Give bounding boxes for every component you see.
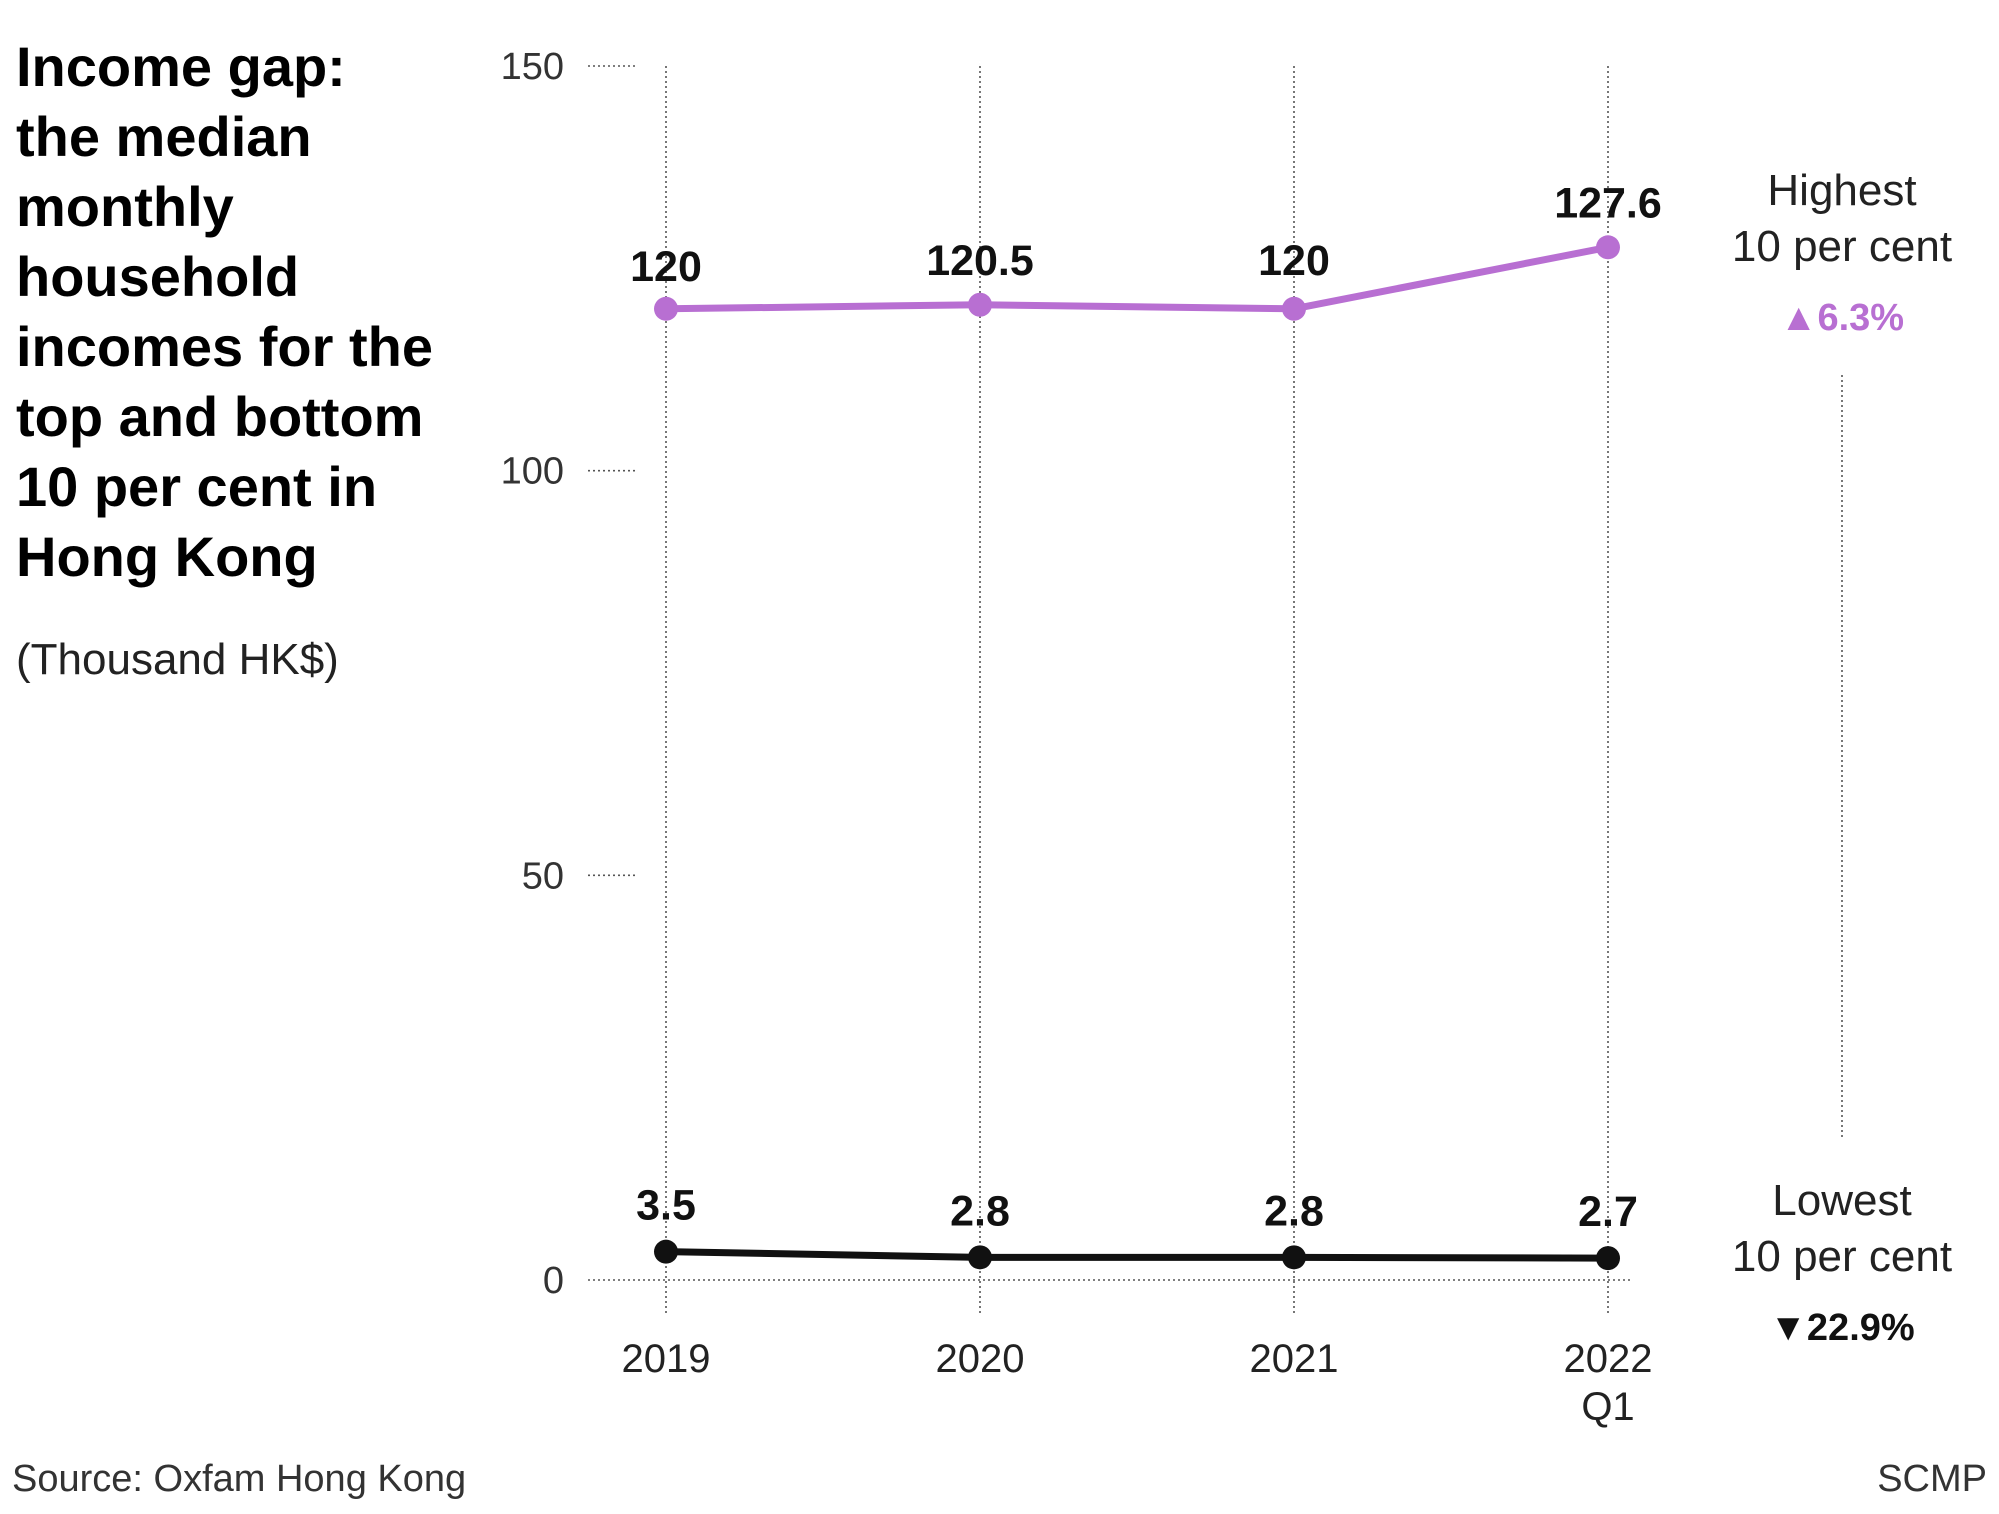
y-tick-label: 100: [501, 451, 564, 493]
data-label-lowest: 3.5: [636, 1182, 696, 1230]
data-point-lowest: [1596, 1246, 1620, 1271]
credit-label: SCMP: [1877, 1458, 1987, 1500]
legend-label-highest: Highest: [1767, 166, 1916, 215]
data-label-highest: 120: [630, 243, 702, 291]
grid-layer: [588, 65, 1630, 1316]
data-point-highest: [968, 292, 992, 317]
chart-title: Income gap: the median monthly household…: [16, 35, 433, 588]
change-label-lowest: ▼22.9%: [1769, 1307, 1914, 1349]
y-tick-label: 0: [543, 1260, 564, 1302]
data-label-highest: 120.5: [926, 237, 1034, 285]
data-label-highest: 120: [1258, 237, 1330, 285]
data-point-highest: [654, 296, 678, 321]
data-point-lowest: [1282, 1245, 1306, 1270]
series-line-highest: [662, 243, 1612, 313]
series-layer: 120 120.5 120 127.6 3.5 2.8 2.8 2.7: [630, 179, 1662, 1271]
data-label-lowest: 2.8: [950, 1187, 1010, 1235]
data-point-lowest: [968, 1245, 992, 1270]
legend-label-lowest: 10 per cent: [1732, 1232, 1952, 1281]
data-point-highest: [1282, 296, 1306, 321]
data-label-lowest: 2.7: [1578, 1188, 1638, 1236]
y-tick-label: 150: [501, 46, 564, 88]
series-line-lowest: [662, 1248, 1612, 1262]
data-label-lowest: 2.8: [1264, 1187, 1324, 1235]
x-tick-sublabel: Q1: [1581, 1385, 1634, 1429]
x-tick-label: 2022: [1564, 1337, 1653, 1381]
legend: Highest 10 per cent ▲6.3% Lowest 10 per cent…: [1732, 166, 1952, 1349]
x-tick-label: 2021: [1250, 1337, 1339, 1381]
change-label-highest: ▲6.3%: [1780, 297, 1904, 339]
chart-subtitle: (Thousand HK$): [16, 635, 339, 684]
y-axis: 0 50 100 150: [501, 46, 564, 1302]
source-note: Source: Oxfam Hong Kong: [12, 1458, 467, 1500]
legend-label-highest: 10 per cent: [1732, 222, 1952, 271]
data-label-highest: 127.6: [1554, 179, 1662, 227]
data-point-lowest: [654, 1239, 678, 1264]
legend-label-lowest: Lowest: [1772, 1176, 1911, 1225]
y-tick-label: 50: [522, 855, 564, 897]
x-tick-label: 2019: [622, 1337, 711, 1381]
data-point-highest: [1596, 235, 1620, 260]
x-tick-label: 2020: [936, 1337, 1025, 1381]
